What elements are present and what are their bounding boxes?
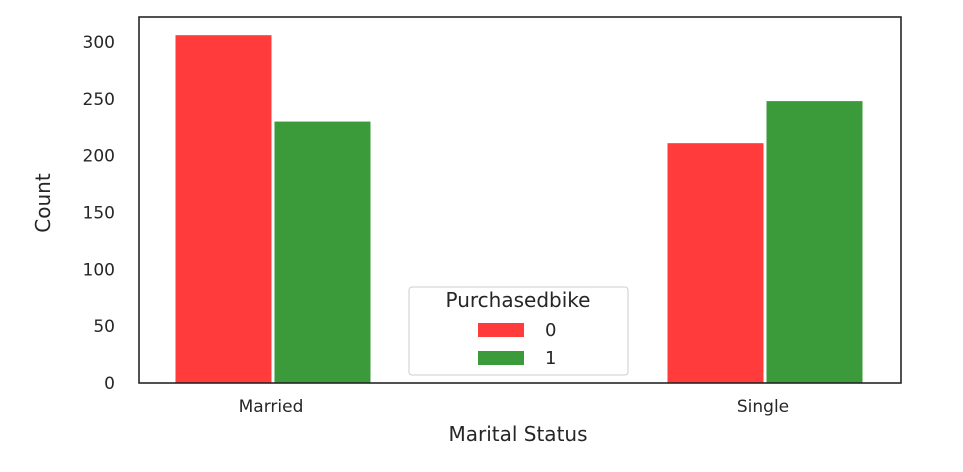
x-tick-label: Single — [737, 397, 789, 417]
y-tick-label: 100 — [83, 260, 115, 280]
legend-swatch — [478, 351, 524, 365]
y-tick-label: 200 — [83, 147, 115, 167]
x-axis-title: Marital Status — [448, 422, 587, 446]
bar-single-series-1 — [766, 101, 863, 383]
y-axis-title: Count — [31, 173, 55, 233]
plot-frame — [138, 16, 902, 384]
legend-label: 0 — [545, 320, 556, 341]
y-tick-label: 150 — [83, 204, 115, 224]
y-tick-label: 300 — [83, 33, 115, 53]
legend-entries: 01 — [478, 320, 556, 369]
bar-married-series-1 — [274, 121, 371, 384]
legend: Purchasedbike 01 — [408, 286, 629, 376]
y-axis-ticks: 0 50 100 150 200 250 300 — [83, 33, 115, 394]
bars-group — [175, 35, 863, 384]
x-axis-ticks: Married Single — [239, 397, 790, 417]
bar-married-series-0 — [175, 35, 272, 383]
y-tick-label: 50 — [93, 317, 115, 337]
legend-swatch — [478, 323, 524, 337]
y-tick-label: 0 — [104, 374, 115, 394]
y-tick-label: 250 — [83, 90, 115, 110]
legend-label: 1 — [545, 348, 556, 369]
x-tick-label: Married — [239, 397, 304, 417]
bar-single-series-0 — [667, 143, 764, 383]
legend-title: Purchasedbike — [446, 288, 591, 312]
